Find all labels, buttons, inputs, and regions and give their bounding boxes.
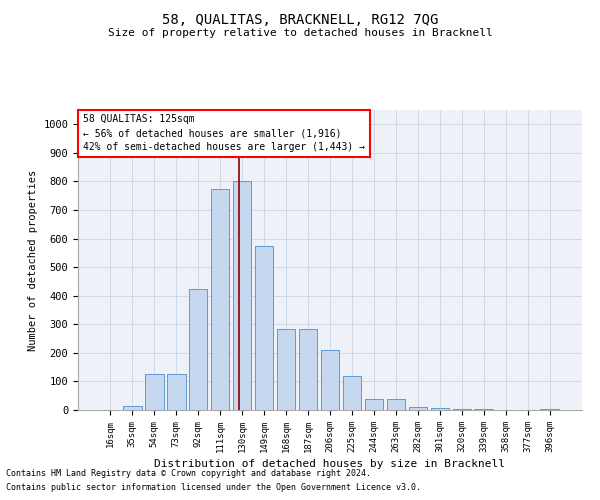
Bar xyxy=(365,398,383,410)
Bar xyxy=(541,408,559,410)
Bar xyxy=(255,246,274,410)
Y-axis label: Number of detached properties: Number of detached properties xyxy=(28,170,38,350)
Bar xyxy=(343,376,361,410)
Text: 58, QUALITAS, BRACKNELL, RG12 7QG: 58, QUALITAS, BRACKNELL, RG12 7QG xyxy=(162,12,438,26)
Bar xyxy=(189,288,208,410)
Bar xyxy=(386,398,405,410)
Text: Size of property relative to detached houses in Bracknell: Size of property relative to detached ho… xyxy=(107,28,493,38)
Bar xyxy=(409,407,427,410)
Bar xyxy=(431,408,449,410)
X-axis label: Distribution of detached houses by size in Bracknell: Distribution of detached houses by size … xyxy=(155,459,505,469)
Bar xyxy=(277,328,295,410)
Bar xyxy=(167,374,185,410)
Bar xyxy=(123,406,142,410)
Text: 58 QUALITAS: 125sqm
← 56% of detached houses are smaller (1,916)
42% of semi-det: 58 QUALITAS: 125sqm ← 56% of detached ho… xyxy=(83,114,365,152)
Bar xyxy=(299,328,317,410)
Bar xyxy=(452,408,471,410)
Bar xyxy=(320,350,340,410)
Text: Contains public sector information licensed under the Open Government Licence v3: Contains public sector information licen… xyxy=(6,484,421,492)
Bar xyxy=(211,188,229,410)
Text: Contains HM Land Registry data © Crown copyright and database right 2024.: Contains HM Land Registry data © Crown c… xyxy=(6,468,371,477)
Bar xyxy=(145,374,164,410)
Bar xyxy=(233,182,251,410)
